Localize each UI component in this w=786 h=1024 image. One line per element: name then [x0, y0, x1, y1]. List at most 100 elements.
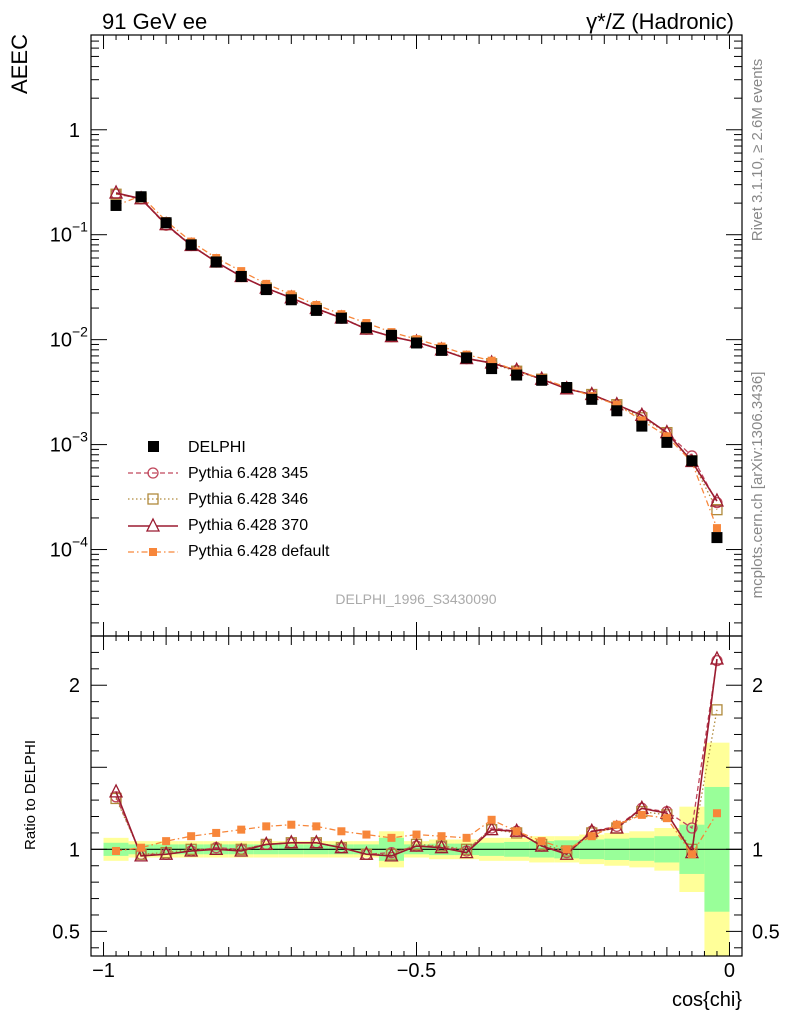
y-tick-exponent: −3	[72, 429, 88, 445]
main-axes: 110−110−210−310−4	[50, 34, 742, 636]
ratio-point-pdef	[312, 822, 321, 831]
point-data	[511, 369, 523, 381]
ratio-point-p345	[686, 822, 698, 834]
ratio-frame	[90, 635, 743, 957]
main-series	[108, 184, 725, 544]
ratio-point-pdef	[412, 830, 421, 839]
point-p370	[709, 492, 725, 507]
ratio-point-p370	[384, 847, 399, 862]
point-data	[185, 239, 197, 251]
ratio-series	[108, 650, 725, 862]
ratio-point-pdef	[287, 820, 296, 829]
ratio-point-p370	[459, 844, 474, 859]
x-tick-label: −0.5	[397, 960, 436, 982]
point-data	[360, 322, 372, 334]
mcplots-label: mcplots.cern.ch [arXiv:1306.3436]	[749, 372, 766, 599]
ratio-line-p345	[115, 660, 718, 855]
ratio-point-p370	[209, 840, 224, 855]
point-data	[260, 284, 272, 296]
point-data	[536, 374, 548, 386]
ratio-point-pdef	[137, 843, 146, 852]
point-data	[335, 312, 347, 324]
ratio-point-p370	[234, 842, 249, 857]
ratio-point-pdef	[387, 833, 396, 842]
ratio-point-p346	[711, 704, 723, 716]
ratio-point-p370	[159, 845, 174, 860]
ratio-point-p370	[409, 837, 424, 852]
point-data	[436, 344, 448, 356]
y-tick-label: 10	[50, 330, 72, 352]
legend: DELPHI Pythia 6.428 345 Pythia 6.428 346…	[128, 439, 330, 560]
ratio-axes: −1 −0.5 0 0.5 0.5 1 1 2 2	[52, 636, 780, 982]
x-tick-label: 0	[724, 960, 735, 982]
point-data	[586, 393, 598, 405]
point-data	[385, 329, 397, 341]
y-tick-exponent: −4	[72, 534, 88, 550]
legend-marker-data	[148, 441, 159, 452]
ratio-point-p370	[284, 834, 299, 849]
ratio-y-tick-label-right: 0.5	[752, 921, 780, 943]
ratio-y-tick-label: 1	[69, 839, 80, 861]
y-tick-label: 10	[50, 225, 72, 247]
rivet-label: Rivet 3.1.10, ≥ 2.6M events	[749, 59, 766, 242]
ratio-point-p370	[134, 847, 149, 862]
point-data	[686, 455, 698, 467]
ratio-point-p370	[309, 834, 324, 849]
ratio-point-pdef	[112, 846, 121, 855]
ratio-y-tick-label-right: 2	[752, 675, 763, 697]
point-pdef	[637, 416, 646, 425]
ratio-ylabel: Ratio to DELPHI	[22, 740, 39, 850]
point-p346	[711, 503, 723, 516]
point-pdef	[262, 279, 271, 288]
ratio-y-tick-label: 2	[69, 675, 80, 697]
point-data	[661, 436, 673, 448]
y-tick-label: 10	[50, 435, 72, 457]
ratio-point-pdef	[162, 837, 171, 846]
ratio-line-p370	[115, 658, 718, 857]
ratio-point-pdef	[537, 837, 546, 846]
point-data	[310, 304, 322, 316]
y-tick-label: 10	[50, 540, 72, 562]
ratio-point-p370	[184, 842, 199, 857]
ratio-point-p370	[484, 821, 499, 836]
point-data	[285, 294, 297, 306]
point-pdef	[712, 524, 721, 533]
analysis-id: DELPHI_1996_S3430090	[335, 591, 496, 607]
ratio-y-tick-label: 0.5	[52, 921, 80, 943]
point-data	[611, 405, 623, 417]
point-data	[235, 270, 247, 282]
legend-marker-p346	[147, 493, 159, 505]
legend-marker-p370	[145, 517, 161, 532]
x-tick-label: −1	[92, 960, 115, 982]
y-tick-exponent: −1	[72, 219, 88, 235]
legend-label-pdef: Pythia 6.428 default	[188, 543, 330, 560]
ratio-point-pdef	[587, 832, 596, 841]
point-data	[411, 337, 422, 349]
y-tick-label: 1	[69, 120, 80, 142]
point-data	[711, 532, 723, 544]
point-data	[636, 420, 648, 432]
legend-label-data: DELPHI	[188, 439, 246, 456]
point-pdef	[662, 432, 671, 441]
ratio-point-pdef	[687, 850, 696, 859]
point-data	[135, 191, 147, 203]
legend-marker-p345	[147, 467, 159, 479]
point-pdef	[612, 400, 621, 409]
ratio-point-pdef	[462, 833, 471, 842]
ratio-point-pdef	[187, 832, 196, 841]
main-ylabel: AEEC	[7, 34, 32, 94]
ratio-point-pdef	[362, 830, 371, 839]
ratio-point-pdef	[637, 810, 646, 819]
ratio-point-p370	[334, 839, 349, 854]
ratio-point-pdef	[662, 814, 671, 823]
xlabel: cos{chi}	[672, 989, 742, 1011]
ratio-point-p370	[108, 783, 124, 798]
ratio-point-pdef	[512, 827, 521, 836]
point-data	[561, 382, 573, 394]
header-left-title: 91 GeV ee	[102, 9, 207, 34]
ratio-point-p370	[434, 839, 449, 854]
series-line-p346	[115, 193, 718, 510]
ratio-point-p370	[259, 835, 274, 851]
point-data	[210, 256, 222, 268]
ratio-point-pdef	[612, 820, 621, 829]
